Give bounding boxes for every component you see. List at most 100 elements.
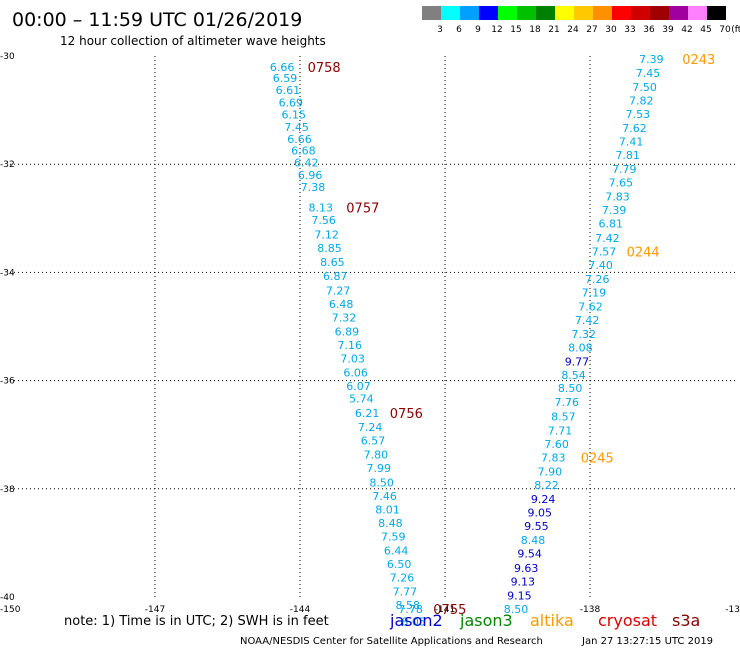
legend-label: 9	[475, 25, 481, 35]
swh-value-label: 8.01	[375, 503, 400, 516]
satellite-legend: jason2 jason3 altika cryosat s3a	[389, 611, 700, 630]
pass-altika: 7.397.457.507.827.537.627.417.817.797.65…	[504, 53, 715, 616]
y-tick-label: -36	[0, 377, 15, 387]
legend-label: 24	[567, 25, 579, 35]
swh-value-label: 7.57	[592, 245, 617, 258]
swh-value-label: 7.32	[332, 311, 357, 324]
swh-value-label: 6.59	[273, 72, 298, 85]
swh-value-label: 8.50	[504, 603, 529, 616]
swh-value-label: 7.40	[588, 259, 613, 272]
swh-value-label: 7.80	[364, 449, 389, 462]
legend-swatch	[593, 6, 612, 20]
swh-value-label: 6.89	[335, 325, 360, 338]
swh-value-label: 7.78	[398, 603, 423, 616]
swh-value-label: 7.19	[582, 286, 607, 299]
swh-value-label: 7.32	[571, 328, 596, 341]
legend-swatch	[688, 6, 707, 20]
swh-value-label: 6.61	[276, 84, 301, 97]
legend-swatch	[631, 6, 650, 20]
swh-value-label: 7.77	[393, 586, 418, 599]
pass-time-label: 0757	[346, 201, 379, 216]
y-tick-label: -38	[0, 485, 15, 495]
swh-value-label: 7.81	[615, 149, 640, 162]
swh-value-label: 6.50	[387, 558, 412, 571]
swh-value-label: 7.59	[381, 530, 406, 543]
swh-value-label: 6.66	[287, 133, 312, 146]
swh-value-label: 7.16	[338, 339, 363, 352]
chart-subtitle: 12 hour collection of altimeter wave hei…	[60, 34, 326, 48]
swh-value-label: 7.62	[578, 300, 603, 313]
swh-value-label: 8.85	[317, 242, 342, 255]
swh-value-label: 7.41	[619, 135, 644, 148]
y-tick-label: -34	[0, 268, 15, 278]
swh-value-label: 7.62	[622, 122, 647, 135]
swh-value-label: 9.05	[527, 507, 552, 520]
swh-value-label: 7.45	[636, 67, 661, 80]
swh-value-label: 7.65	[609, 177, 634, 190]
satellite-label: altika	[530, 611, 574, 630]
swh-value-label: 6.42	[294, 157, 319, 170]
swh-value-label: 6.69	[279, 97, 304, 110]
swh-value-label: 7.39	[602, 204, 627, 217]
legend-swatch	[441, 6, 460, 20]
swh-value-label: 7.12	[314, 229, 339, 242]
swh-value-label: 7.76	[555, 396, 580, 409]
chart-title: 00:00 – 11:59 UTC 01/26/2019	[12, 9, 302, 31]
legend-label: 33	[624, 25, 635, 35]
legend-label: 18	[529, 25, 541, 35]
swh-value-label: 8.58	[396, 599, 421, 612]
satellite-label: jason2	[389, 611, 443, 630]
legend-swatch	[555, 6, 574, 20]
legend-swatch	[574, 6, 593, 20]
x-tick-label: -138	[580, 605, 601, 615]
swh-value-label: 7.53	[626, 108, 651, 121]
swh-value-label: 5.74	[349, 392, 374, 405]
swh-value-label: 8.54	[561, 369, 586, 382]
swh-value-label: 6.15	[281, 108, 306, 121]
swh-value-label: 9.13	[511, 575, 536, 588]
swh-value-label: 6.06	[343, 366, 368, 379]
swh-value-label: 7.71	[548, 424, 573, 437]
legend-label: 6	[456, 25, 462, 35]
pass-time-label: 0245	[581, 451, 614, 466]
swh-value-label: 8.65	[320, 256, 345, 269]
swh-value-label: 6.21	[355, 407, 380, 420]
swh-value-label: 7.60	[544, 438, 569, 451]
swh-value-label: 6.07	[346, 380, 371, 393]
swh-value-label: 7.99	[367, 462, 392, 475]
swh-value-label: 9.55	[524, 520, 549, 533]
swh-value-label: 8.50	[369, 476, 394, 489]
swh-value-label: 7.24	[358, 421, 383, 434]
swh-value-label: 6.44	[384, 544, 409, 557]
legend-swatch	[460, 6, 479, 20]
swh-value-label: 6.96	[298, 169, 323, 182]
pass-time-label: 0243	[682, 53, 715, 68]
swh-value-label: 8.13	[309, 201, 334, 214]
swh-value-label: 7.27	[326, 284, 351, 297]
x-tick-label: -150	[0, 605, 21, 615]
swh-value-label: 7.42	[595, 232, 620, 245]
swh-value-label: 7.50	[632, 81, 657, 94]
legend-swatch	[650, 6, 669, 20]
swh-value-label: 6.81	[599, 218, 624, 231]
pass-s3a: 6.666.596.616.696.157.456.666.686.426.96…	[270, 61, 467, 629]
plot-area: -150 -147 -144 -141 -138 -13 -30 -32 -34 -36 -38 -4…	[0, 52, 740, 628]
pass-time-label: 0755	[433, 603, 466, 618]
y-tick-label: -30	[0, 52, 15, 62]
legend-swatch	[517, 6, 536, 20]
legend-label: 36	[643, 25, 655, 35]
swh-value-label: 6.48	[329, 298, 354, 311]
swh-value-label: 7.79	[612, 163, 637, 176]
swh-value-label: 7.39	[639, 53, 664, 66]
legend-label: 70	[719, 25, 731, 35]
swh-value-label: 8.22	[534, 479, 559, 492]
legend-swatch	[422, 6, 441, 20]
pass-time-label: 0756	[390, 407, 423, 422]
swh-value-label: 9.77	[565, 356, 590, 369]
legend-swatch	[707, 6, 726, 20]
swh-value-label: 9.15	[507, 589, 532, 602]
swh-value-label: 6.68	[291, 145, 316, 158]
pass-time-label: 0244	[627, 245, 660, 260]
swh-value-label: 8.48	[378, 517, 403, 530]
